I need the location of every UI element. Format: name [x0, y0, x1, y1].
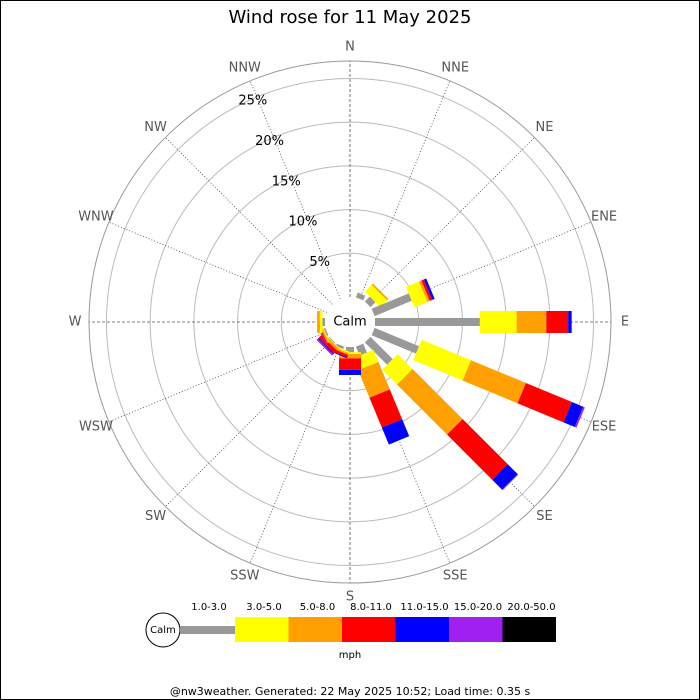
bar-segment	[574, 406, 585, 428]
grid-circle	[105, 77, 595, 567]
bar-segment	[371, 293, 412, 317]
bar-segment	[421, 279, 433, 301]
bar-segment	[381, 419, 410, 445]
bar-segment	[371, 283, 389, 301]
legend-label: 1.0-3.0	[191, 602, 226, 613]
y-tick-label: 5%	[309, 255, 330, 270]
y-tick-label: 10%	[289, 215, 318, 230]
bar-segment	[323, 327, 329, 336]
spoke	[108, 331, 328, 423]
bar-segment	[358, 361, 390, 398]
bar-segment	[492, 464, 518, 490]
spoke	[359, 80, 451, 300]
bar-segment	[364, 296, 376, 308]
bar-segment	[396, 368, 463, 435]
bar-segment	[318, 334, 338, 354]
calm-label: Calm	[333, 315, 366, 330]
bar-segment	[447, 419, 508, 480]
bar-segment	[462, 360, 526, 404]
bar-segment	[517, 382, 572, 423]
bar-segment	[413, 339, 471, 381]
legend-calm-label: Calm	[150, 625, 176, 636]
bar-segment	[335, 343, 345, 350]
bar-segment	[382, 354, 413, 385]
bar-segment	[326, 346, 349, 358]
direction-label: NNE	[441, 60, 469, 75]
legend-swatch	[502, 617, 556, 642]
direction-label: ENE	[591, 209, 617, 224]
direction-label: SW	[145, 509, 166, 524]
legend-label: 8.0-11.0	[350, 602, 392, 613]
legend-swatch	[395, 617, 449, 642]
chart-title: Wind rose for 11 May 2025	[229, 7, 472, 28]
calm-circle	[325, 297, 375, 347]
bar-segment	[502, 474, 519, 491]
bar-segment	[364, 336, 393, 365]
spoke	[165, 339, 333, 507]
bar-segment	[321, 333, 339, 351]
direction-label: NW	[144, 120, 167, 135]
bar-segment	[563, 402, 584, 428]
bar-segment	[355, 292, 366, 301]
bar-segment	[418, 280, 430, 302]
legend-swatch	[449, 617, 503, 642]
direction-label: NE	[535, 120, 553, 135]
bar-segment	[317, 338, 334, 355]
legend-swatch	[288, 617, 342, 642]
legend-unit: mph	[339, 650, 361, 661]
legend: Calm 1.0-3.0 3.0-5.0 5.0-8.0 8.0-11.0 11.0-15…	[145, 602, 556, 648]
spoke	[108, 221, 328, 313]
direction-label: W	[69, 315, 82, 330]
y-tick-label: 15%	[272, 174, 301, 189]
bar-segment	[328, 336, 336, 344]
bar-segment	[318, 322, 329, 344]
direction-label: E	[621, 315, 629, 330]
direction-label: WNW	[78, 209, 114, 224]
spoke	[249, 80, 341, 300]
legend-label: 3.0-5.0	[246, 602, 281, 613]
direction-label: SSW	[230, 569, 260, 584]
direction-label: SSE	[443, 569, 468, 584]
legend-label: 11.0-15.0	[400, 602, 448, 613]
direction-label: WSW	[79, 420, 113, 435]
y-tick-label: 25%	[238, 94, 267, 109]
legend-label: 15.0-20.0	[454, 602, 502, 613]
bar-segment	[355, 343, 367, 356]
bar-segment	[406, 281, 428, 308]
direction-label: SE	[536, 509, 552, 524]
bar-segment	[423, 278, 435, 300]
footer: @nw3weather. Generated: 22 May 2025 10:5…	[170, 685, 531, 698]
bar-segment	[353, 349, 379, 371]
bar-segment	[327, 344, 349, 355]
legend-swatch	[342, 617, 396, 642]
bar-segment	[371, 327, 420, 354]
direction-label: ESE	[592, 420, 617, 435]
direction-label: NNW	[229, 60, 261, 75]
spoke	[249, 344, 341, 564]
bar-segment	[364, 284, 388, 308]
legend-swatch	[235, 617, 289, 642]
y-tick-label: 20%	[255, 134, 284, 149]
bar-segment	[323, 332, 340, 349]
legend-label: 20.0-50.0	[507, 602, 555, 613]
bar-segment	[369, 389, 403, 428]
legend-label: 5.0-8.0	[300, 602, 335, 613]
direction-label: S	[346, 590, 354, 605]
legend-swatch	[180, 626, 235, 634]
spoke	[367, 137, 535, 305]
direction-label: N	[345, 40, 355, 55]
spoke	[165, 137, 333, 305]
bar-segment	[316, 338, 334, 356]
